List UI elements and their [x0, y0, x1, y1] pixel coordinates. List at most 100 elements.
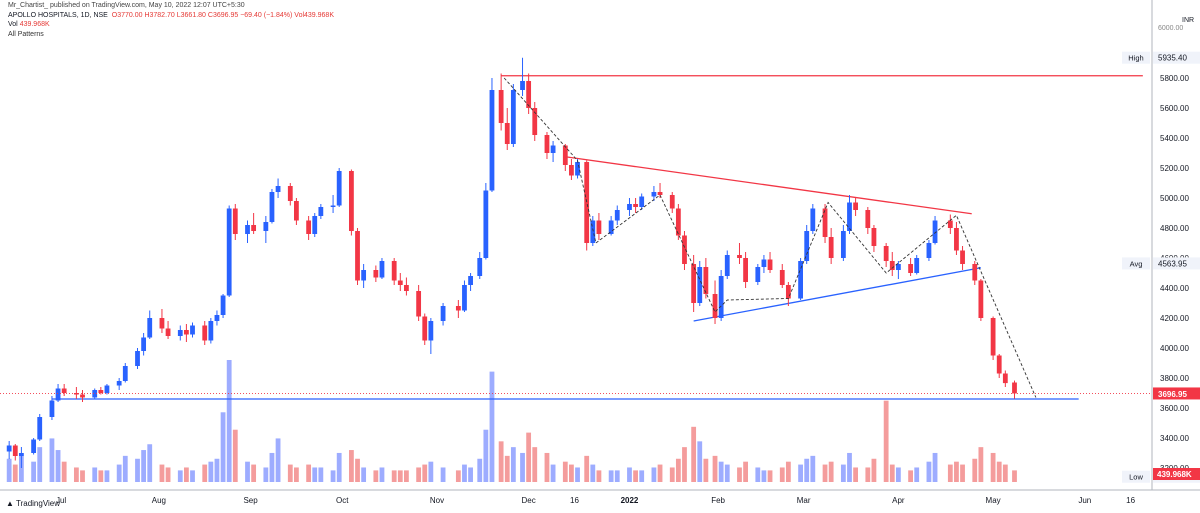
volume-bar	[550, 464, 556, 482]
volume-bar	[416, 467, 422, 482]
volume-legend[interactable]: Vol 439.968K	[8, 20, 50, 29]
volume-bar	[37, 447, 43, 482]
volume-bar	[141, 450, 147, 482]
price-tick-label: 4200.00	[1160, 314, 1189, 323]
candle-body	[355, 231, 360, 281]
time-tick-label: 16	[570, 496, 579, 505]
candle-body	[960, 250, 965, 264]
candle-body	[312, 216, 318, 234]
candle-body	[251, 225, 257, 231]
candle-body	[122, 366, 128, 381]
candle-body	[871, 228, 877, 246]
volume-bar	[737, 467, 742, 482]
volume-bar	[232, 429, 238, 482]
candle-body	[391, 261, 397, 281]
candle-body	[544, 135, 550, 153]
candle-body	[116, 381, 122, 386]
volume-bar	[972, 458, 978, 482]
candle-body	[657, 192, 663, 195]
candle-body	[895, 264, 901, 270]
candle-body	[724, 255, 730, 276]
volume-bar	[269, 452, 275, 482]
volume-bar	[336, 452, 342, 482]
price-tick-label: 5800.00	[1160, 74, 1189, 83]
candle-body	[373, 270, 379, 278]
candle-body	[596, 220, 602, 234]
volume-label: Vol	[8, 21, 18, 28]
volume-bar	[477, 458, 483, 482]
volume-bar	[31, 461, 37, 482]
patterns-legend[interactable]: All Patterns	[8, 31, 44, 38]
candle-body	[49, 400, 55, 417]
volume-bar	[627, 467, 632, 482]
volume-bar	[978, 447, 984, 482]
volume-bar	[932, 452, 938, 482]
price-label-value-box	[1153, 51, 1200, 64]
price-tick-label: 5000.00	[1160, 194, 1189, 203]
candle-body	[477, 258, 483, 276]
candle-body	[428, 321, 434, 341]
candle-body	[996, 355, 1002, 374]
candle-body	[61, 388, 67, 393]
volume-bar	[960, 464, 965, 482]
candle-body	[651, 192, 657, 197]
volume-bar	[947, 464, 953, 482]
volume-bar	[397, 470, 403, 482]
volume-bar	[306, 464, 312, 482]
volume-bar	[428, 461, 434, 482]
volume-bar	[18, 455, 24, 482]
candle-body	[416, 291, 422, 317]
volume-bar	[895, 467, 901, 482]
tradingview-logo[interactable]: ▲ TradingView	[6, 499, 60, 508]
candle-body	[440, 306, 446, 321]
candle-body	[532, 108, 538, 135]
volume-bar	[355, 458, 360, 482]
candle-body	[147, 318, 153, 338]
volume-bar	[712, 455, 718, 482]
time-tick-label: May	[986, 496, 1001, 505]
candle-body	[135, 351, 140, 366]
volume-bar	[810, 455, 816, 482]
candle-body	[1012, 382, 1017, 394]
candle-body	[639, 196, 645, 207]
candle-body	[810, 208, 816, 231]
price-tick-label: 4400.00	[1160, 284, 1189, 293]
price-tick-label: 5400.00	[1160, 134, 1189, 143]
volume-bar	[135, 458, 140, 482]
volume-bar	[871, 458, 877, 482]
price-label-name-box	[1122, 470, 1150, 483]
volume-bar	[177, 470, 183, 482]
time-tick-label: Jun	[1078, 496, 1091, 505]
volume-bar	[455, 470, 461, 482]
candle-body	[633, 204, 638, 207]
candle-body	[98, 390, 104, 393]
volume-bar	[92, 467, 98, 482]
candle-body	[947, 220, 953, 228]
price-label-name: Low	[1129, 473, 1143, 482]
candle-body	[159, 318, 165, 329]
volume-bar	[251, 464, 257, 482]
candle-body	[590, 220, 596, 243]
time-tick-label: Dec	[522, 496, 536, 505]
symbol-legend[interactable]: APOLLO HOSPITALS, 1D, NSE O3770.00 H3782…	[8, 11, 334, 20]
last-price-value: 3696.95	[1158, 390, 1187, 399]
candle-body	[37, 417, 43, 440]
volume-bar	[462, 464, 467, 482]
candle-body	[804, 231, 810, 261]
volume-bar	[526, 432, 532, 482]
candle-body	[455, 306, 461, 311]
candle-body	[294, 201, 299, 221]
volume-bar	[651, 467, 657, 482]
candle-body	[214, 315, 220, 321]
volume-bar	[6, 458, 12, 482]
volume-bar	[828, 461, 834, 482]
candle-body	[330, 205, 336, 207]
candle-body	[614, 210, 620, 221]
volume-bar	[61, 461, 67, 482]
candle-body	[349, 171, 354, 231]
volume-bar	[391, 470, 397, 482]
volume-bar	[165, 467, 171, 482]
candle-body	[183, 330, 189, 335]
volume-bar	[226, 360, 232, 482]
